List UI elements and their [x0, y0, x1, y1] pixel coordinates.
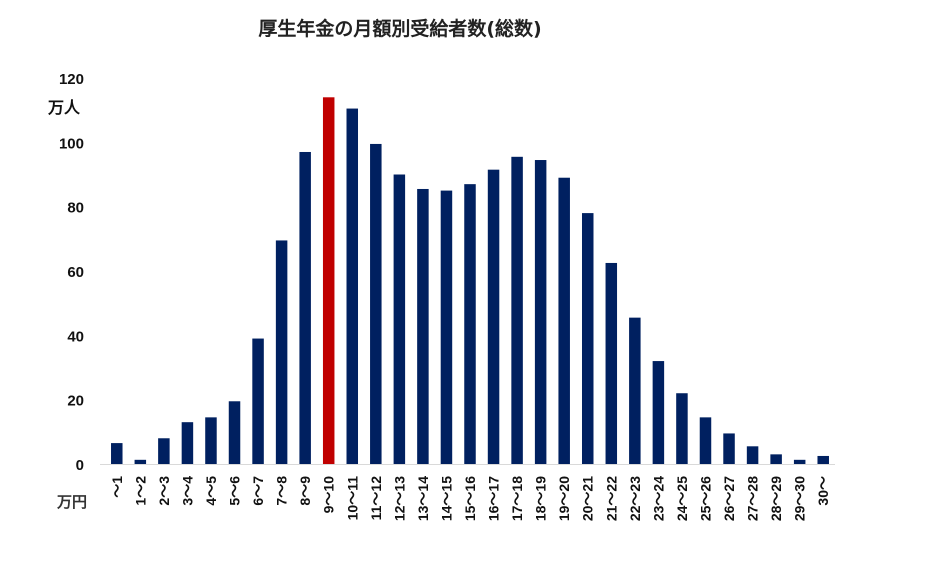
- chart-title: 厚生年金の月額別受給者数(総数): [258, 18, 542, 40]
- bar: [699, 417, 712, 464]
- x-tick-label: 9～10: [321, 476, 337, 514]
- bars-group: [111, 97, 829, 465]
- bar: [770, 454, 782, 464]
- y-axis-unit-label: 万人: [47, 98, 81, 117]
- x-tick-label: 26～27: [721, 476, 737, 521]
- x-tick-label: 23～24: [650, 476, 666, 521]
- x-tick-label: 24～25: [674, 476, 690, 521]
- bar: [205, 417, 217, 464]
- bar: [605, 262, 618, 464]
- bar: [652, 361, 665, 464]
- bar: [252, 338, 264, 464]
- bar: [111, 443, 123, 464]
- bar: [793, 459, 806, 464]
- y-axis-ticks: 0 20 40 60 80 100 120: [59, 71, 84, 474]
- bar: [393, 174, 406, 464]
- y-tick-label: 120: [59, 71, 84, 88]
- x-tick-label: 8～9: [297, 476, 313, 506]
- x-tick-label: 25～26: [697, 476, 713, 521]
- x-tick-label: 29～30: [792, 476, 808, 521]
- bar: [464, 184, 476, 464]
- bar: [134, 459, 147, 464]
- x-tick-label: 19～20: [556, 476, 572, 521]
- y-tick-label: 60: [67, 264, 84, 281]
- x-tick-label: ～1: [109, 476, 125, 498]
- bar: [228, 401, 241, 464]
- bar: [417, 188, 429, 464]
- bar: [746, 446, 759, 464]
- x-tick-label: 22～23: [627, 476, 643, 521]
- x-tick-label: 7～8: [274, 476, 290, 506]
- bar: [817, 455, 829, 464]
- x-tick-label: 15～16: [462, 476, 478, 521]
- x-tick-label: 17～18: [509, 476, 525, 521]
- x-tick-label: 10～11: [344, 476, 360, 521]
- bar: [158, 438, 170, 464]
- x-tick-label: 2～3: [156, 476, 172, 506]
- x-tick-label: 3～4: [179, 476, 195, 506]
- x-tick-label: 16～17: [486, 476, 502, 521]
- y-tick-label: 80: [67, 200, 84, 217]
- bar: [275, 240, 288, 464]
- bar: [558, 177, 570, 464]
- x-tick-label: 12～13: [391, 476, 407, 521]
- bar: [534, 160, 547, 464]
- x-axis-tick-labels: ～1 1～2 2～3 3～4 4～5 5～6 6～7 7～8 8～9 9～10 10～11 11～12…: [109, 476, 831, 521]
- x-tick-label: 1～2: [132, 476, 148, 506]
- x-tick-label: 28～29: [768, 476, 784, 521]
- x-tick-label: 14～15: [438, 476, 454, 521]
- bar: [299, 151, 311, 464]
- x-tick-label: 11～12: [368, 476, 384, 521]
- bar: [181, 422, 194, 464]
- x-tick-label: 21～22: [603, 476, 619, 521]
- bar: [511, 156, 523, 464]
- x-tick-label: 5～6: [227, 476, 243, 506]
- x-tick-label: 4～5: [203, 476, 219, 506]
- bar: [322, 97, 335, 465]
- x-tick-label: 18～19: [533, 476, 549, 521]
- x-tick-label: 27～28: [745, 476, 761, 521]
- x-axis-unit-label: 万円: [56, 493, 87, 511]
- bar: [370, 143, 382, 465]
- bar: [723, 433, 735, 464]
- bar: [487, 169, 500, 465]
- x-tick-label: 6～7: [250, 476, 266, 506]
- x-tick-label: 30～: [815, 476, 831, 506]
- bar: [629, 317, 641, 464]
- y-tick-label: 20: [67, 393, 84, 410]
- y-tick-label: 40: [67, 328, 84, 345]
- y-tick-label: 100: [59, 135, 84, 152]
- x-tick-label: 13～14: [415, 476, 431, 521]
- bar: [440, 190, 453, 465]
- x-tick-label: 20～21: [580, 476, 596, 521]
- bar: [346, 108, 359, 464]
- bar: [676, 393, 688, 464]
- bar: [581, 213, 594, 464]
- y-tick-label: 0: [76, 457, 84, 474]
